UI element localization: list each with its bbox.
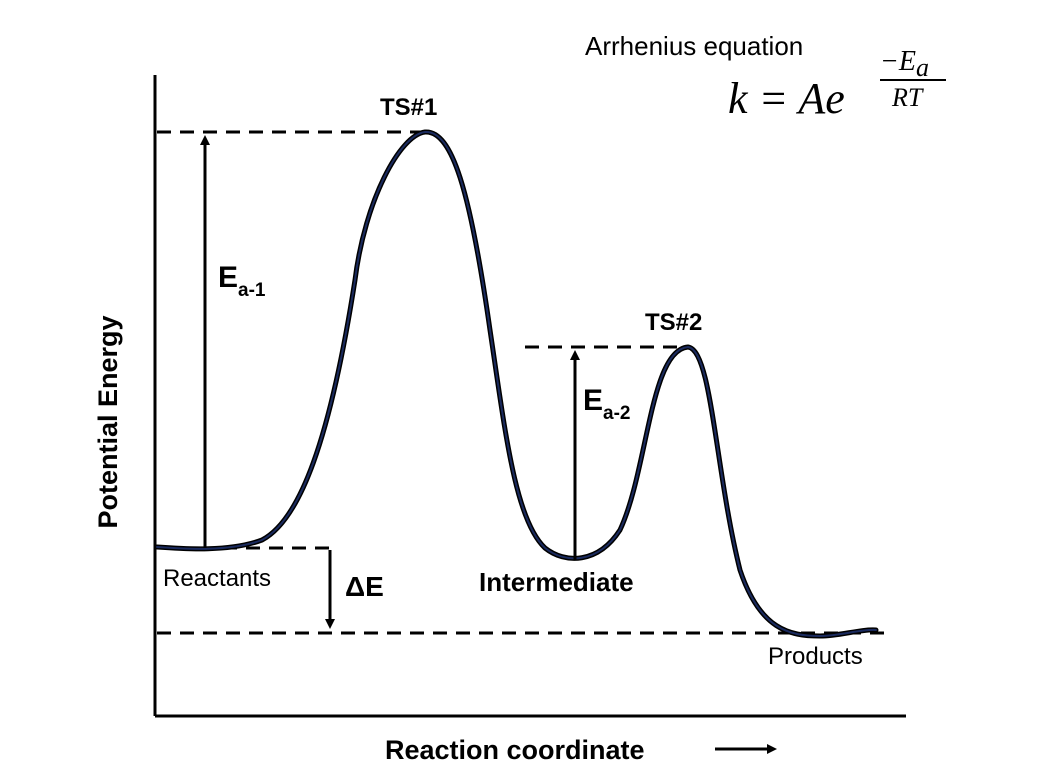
delta-e-label: ΔE <box>345 571 384 602</box>
reactants-label: Reactants <box>163 565 271 592</box>
x-axis-label: Reaction coordinate <box>385 735 645 765</box>
ea1-label: Ea-1 <box>218 261 266 301</box>
equation-exponent-denominator: RT <box>891 83 924 112</box>
ea2-label: Ea-2 <box>583 384 630 424</box>
products-label: Products <box>768 643 863 670</box>
ts1-label: TS#1 <box>380 94 437 121</box>
ts2-label: TS#2 <box>645 309 702 336</box>
intermediate-label: Intermediate <box>479 567 634 597</box>
equation-exponent-numerator: −Ea <box>880 46 929 82</box>
y-axis-label: Potential Energy <box>93 315 123 528</box>
equation-lhs: k = Ae <box>728 74 845 123</box>
equation-title: Arrhenius equation <box>585 31 803 61</box>
energy-profile-curve-highlight <box>156 130 877 638</box>
energy-profile-curve <box>154 129 879 639</box>
